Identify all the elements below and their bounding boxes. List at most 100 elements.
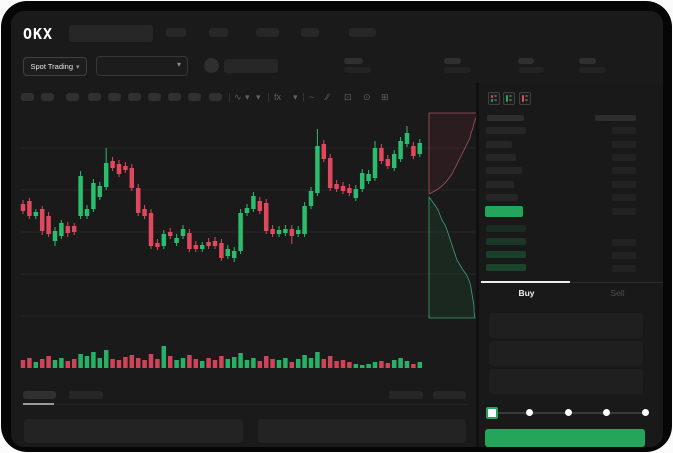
volume-bar — [103, 350, 109, 368]
chart-type-icon[interactable]: ∿ — [234, 92, 242, 102]
slider-stop[interactable] — [603, 409, 610, 416]
volume-bar — [78, 354, 83, 368]
interval-chevron-icon[interactable]: ▾ — [256, 92, 261, 102]
nav-item[interactable] — [301, 28, 319, 37]
interval-button[interactable] — [188, 93, 201, 101]
ask-size-placeholder — [612, 194, 636, 201]
bottom-tab-active[interactable] — [23, 391, 56, 399]
candle — [276, 230, 282, 234]
volume-bar — [212, 360, 218, 368]
orders-panel-placeholder — [24, 419, 243, 443]
ask-price-placeholder[interactable] — [486, 127, 526, 134]
interval-button[interactable] — [21, 93, 34, 101]
ask-price-placeholder[interactable] — [486, 167, 522, 174]
candle — [308, 191, 314, 206]
candle — [257, 201, 263, 211]
book-mode-asks-icon[interactable] — [519, 92, 531, 105]
okx-logo[interactable]: OKX — [23, 25, 54, 43]
stat-value-placeholder — [518, 67, 544, 73]
nav-item[interactable] — [256, 28, 279, 37]
candlestick-chart[interactable] — [11, 11, 663, 447]
volume-bar — [302, 355, 307, 368]
market-type-selector[interactable]: Spot Trading ▾ — [23, 57, 87, 76]
slider-stop[interactable] — [642, 409, 649, 416]
volume-bar — [33, 362, 39, 368]
volume-bar — [20, 360, 26, 368]
interval-button[interactable] — [41, 93, 54, 101]
ask-size-placeholder — [612, 167, 636, 174]
bid-price-placeholder[interactable] — [486, 225, 526, 232]
interval-button[interactable] — [209, 93, 222, 101]
bottom-tab[interactable] — [69, 391, 103, 399]
buy-submit-button[interactable] — [485, 429, 645, 447]
book-mode-bids-icon[interactable] — [503, 92, 515, 105]
volume-bar — [135, 358, 141, 368]
grid-lines — [21, 147, 475, 317]
line-tool-icon[interactable]: ~ — [309, 92, 315, 102]
ask-size-placeholder — [612, 141, 636, 148]
volume-bar — [295, 359, 301, 368]
pair-avatar[interactable] — [204, 58, 219, 73]
stat-label-placeholder — [344, 58, 363, 64]
volume-bar — [398, 358, 403, 368]
bottom-action[interactable] — [433, 391, 466, 399]
ask-size-placeholder — [612, 127, 636, 134]
candle — [27, 201, 32, 216]
candlestick-series — [20, 126, 423, 262]
candle — [180, 229, 186, 236]
slider-stop[interactable] — [526, 409, 533, 416]
nav-item[interactable] — [349, 28, 376, 37]
fullscreen-icon[interactable]: ⊞ — [381, 92, 389, 102]
candle — [411, 146, 416, 156]
bid-price-placeholder[interactable] — [486, 238, 526, 245]
volume-bar — [340, 360, 346, 368]
interval-button[interactable] — [128, 93, 141, 101]
nav-item[interactable] — [166, 28, 186, 37]
candle — [321, 144, 327, 159]
interval-button[interactable] — [66, 93, 79, 101]
slider-stop[interactable] — [565, 409, 572, 416]
interval-button[interactable] — [108, 93, 121, 101]
bid-price-placeholder[interactable] — [486, 264, 526, 271]
history-icon[interactable]: ⊙ — [363, 92, 371, 102]
amount-input[interactable] — [489, 341, 643, 366]
volume-bar — [276, 360, 282, 368]
book-mode-all-icon[interactable] — [488, 92, 500, 105]
interval-button[interactable] — [88, 93, 101, 101]
draw-tool-icon[interactable]: ∕∕ — [326, 92, 330, 102]
depth-bids — [428, 195, 476, 319]
tab-buy[interactable]: Buy — [518, 288, 535, 298]
total-input[interactable] — [489, 369, 643, 394]
nav-item[interactable] — [209, 28, 228, 37]
candle — [71, 226, 77, 232]
pair-selector[interactable]: ▾ — [96, 56, 188, 76]
toolbar-separator — [303, 93, 304, 102]
interval-button[interactable] — [168, 93, 181, 101]
candle — [52, 231, 58, 241]
indicators-icon[interactable]: fx — [274, 92, 282, 102]
market-type-label: Spot Trading — [30, 62, 73, 71]
price-input[interactable] — [489, 313, 643, 338]
candle — [129, 168, 135, 188]
interval-button[interactable] — [148, 93, 161, 101]
candle — [33, 212, 39, 216]
slider-handle[interactable] — [486, 407, 498, 419]
last-price-badge[interactable] — [485, 206, 523, 217]
bottom-action[interactable] — [389, 391, 423, 399]
volume-bar — [110, 359, 115, 368]
candle — [219, 243, 224, 258]
chevron-down-icon[interactable]: ▾ — [293, 92, 298, 102]
search-input[interactable] — [69, 25, 153, 42]
tab-sell[interactable]: Sell — [610, 288, 625, 298]
ask-price-placeholder[interactable] — [486, 181, 514, 188]
candle — [417, 143, 423, 154]
chevron-down-icon[interactable]: ▾ — [245, 92, 250, 102]
last-size-placeholder — [612, 208, 636, 215]
camera-icon[interactable]: ⊡ — [344, 92, 352, 102]
ask-price-placeholder[interactable] — [486, 154, 516, 161]
ask-price-placeholder[interactable] — [486, 141, 512, 148]
history-panel-placeholder — [258, 419, 466, 443]
tab-divider — [570, 282, 663, 283]
ask-price-placeholder[interactable] — [486, 194, 518, 201]
bid-price-placeholder[interactable] — [486, 251, 526, 258]
